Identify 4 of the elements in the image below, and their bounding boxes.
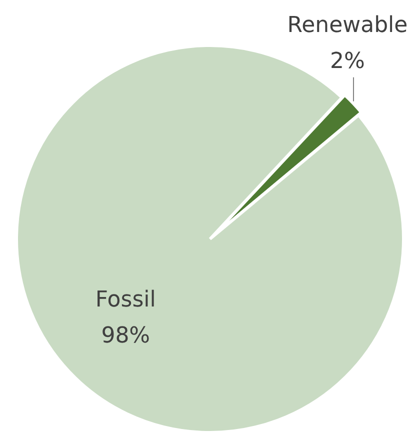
data-label: 2%	[330, 49, 365, 74]
data-label: 98%	[101, 323, 150, 348]
slice-label: Renewable	[287, 13, 408, 38]
slice-label: Fossil	[95, 287, 156, 312]
